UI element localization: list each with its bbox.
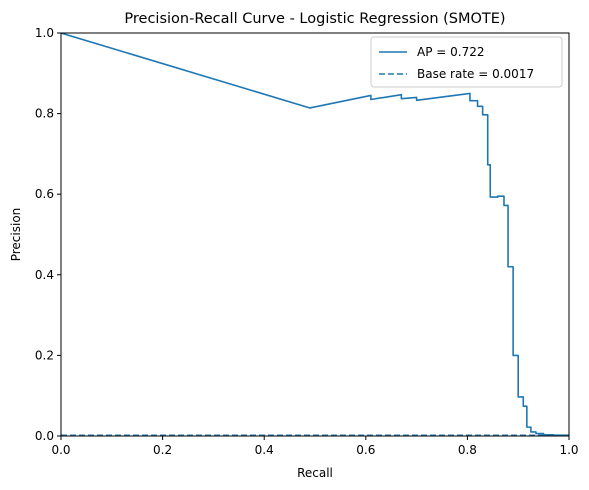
legend: AP = 0.722 Base rate = 0.0017 bbox=[370, 36, 563, 88]
x-tick-label: 0.0 bbox=[51, 443, 70, 457]
x-axis-label: Recall bbox=[297, 466, 333, 480]
y-tick-label: 0.2 bbox=[35, 348, 54, 362]
y-tick-label: 0.0 bbox=[35, 429, 54, 443]
x-tick-label: 0.4 bbox=[255, 443, 274, 457]
y-tick-label: 0.8 bbox=[35, 107, 54, 121]
y-tick-label: 0.6 bbox=[35, 187, 54, 201]
series-line-0 bbox=[61, 33, 569, 436]
chart-title: Precision-Recall Curve - Logistic Regres… bbox=[124, 11, 505, 27]
y-axis-ticks: 0.0 0.2 0.4 0.6 0.8 1.0 bbox=[35, 26, 61, 443]
plot-area bbox=[60, 32, 570, 437]
x-tick-label: 0.8 bbox=[458, 443, 477, 457]
x-tick-label: 0.6 bbox=[356, 443, 375, 457]
y-tick-label: 1.0 bbox=[35, 26, 54, 40]
x-tick-label: 0.2 bbox=[153, 443, 172, 457]
legend-entry-1: Base rate = 0.0017 bbox=[417, 67, 534, 81]
plot-frame bbox=[60, 32, 570, 437]
y-tick-label: 0.4 bbox=[35, 268, 54, 282]
x-axis-ticks: 0.0 0.2 0.4 0.6 0.8 1.0 bbox=[51, 436, 579, 457]
y-axis-label: Precision bbox=[9, 208, 23, 262]
legend-entry-0: AP = 0.722 bbox=[417, 45, 484, 59]
legend-box bbox=[370, 36, 563, 88]
x-tick-label: 1.0 bbox=[559, 443, 578, 457]
